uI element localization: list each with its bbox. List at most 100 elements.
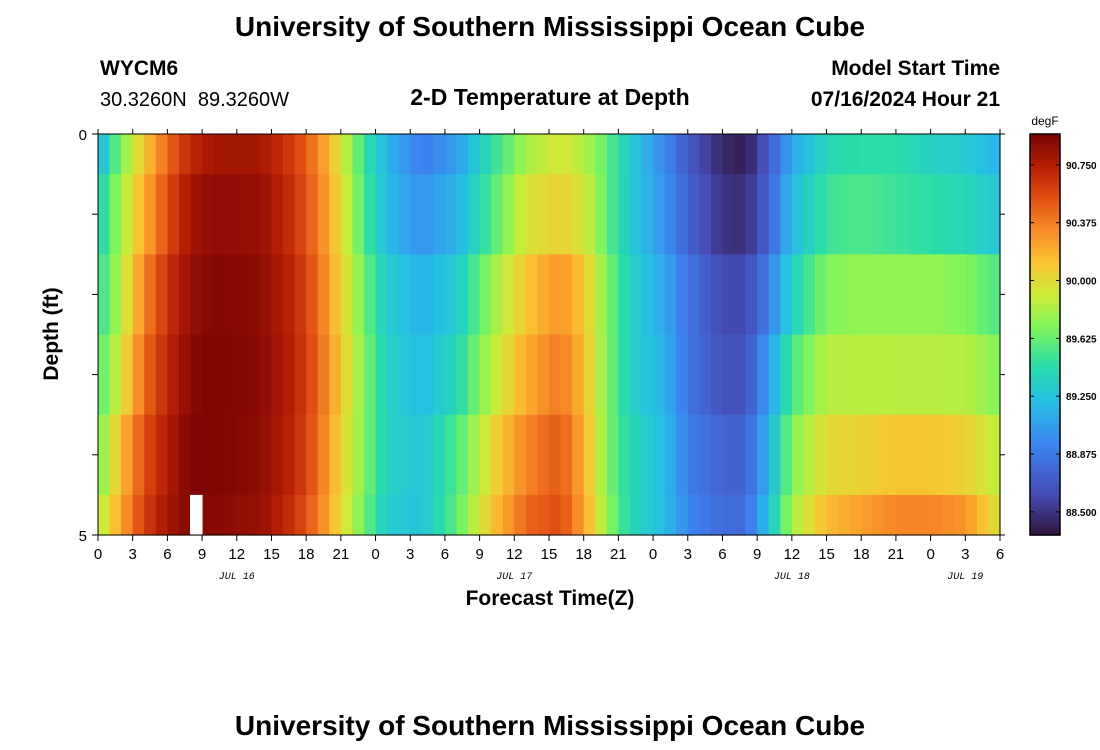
heatmap-cell: [872, 414, 885, 496]
heatmap-cell: [583, 494, 596, 536]
heatmap-cell: [583, 414, 596, 496]
colorbar-segment: [1030, 470, 1060, 474]
heatmap-cell: [768, 134, 781, 175]
colorbar-segment: [1030, 254, 1060, 257]
heatmap-cell: [560, 494, 573, 536]
heatmap-cell: [502, 414, 515, 496]
colorbar-segment: [1030, 482, 1060, 486]
colorbar-segment: [1030, 444, 1060, 448]
colorbar-segment: [1030, 292, 1060, 295]
colorbar-segment: [1030, 402, 1060, 406]
heatmap-cell: [178, 414, 192, 496]
heatmap-cell: [363, 254, 377, 336]
heatmap-cell: [803, 254, 816, 336]
heatmap-cell: [329, 334, 342, 416]
heatmap-cell: [895, 494, 909, 536]
colorbar-segment: [1030, 196, 1060, 199]
heatmap-cell: [572, 414, 585, 496]
heatmap-cell: [155, 334, 168, 416]
colorbar-segment: [1030, 284, 1060, 287]
heatmap-cell: [259, 494, 273, 536]
heatmap-cell: [757, 134, 770, 175]
colorbar-segment: [1030, 134, 1060, 137]
colorbar-tick-label: 88.500: [1066, 508, 1097, 519]
heatmap-cell: [444, 174, 458, 255]
colorbar-segment: [1030, 252, 1060, 255]
heatmap-cell: [329, 494, 342, 536]
x-tick-label: 21: [610, 546, 627, 563]
heatmap-cell: [121, 334, 134, 416]
heatmap-cell: [202, 334, 215, 416]
heatmap-cell: [549, 494, 562, 536]
x-tick-label: 9: [753, 546, 761, 563]
colorbar-segment: [1030, 274, 1060, 277]
colorbar-segment: [1030, 246, 1060, 249]
heatmap-cell: [942, 174, 955, 255]
heatmap-cell: [699, 174, 712, 255]
heatmap-cell: [791, 134, 805, 175]
heatmap-cell: [109, 174, 122, 255]
heatmap-cell: [780, 254, 793, 336]
heatmap-cell: [479, 254, 492, 336]
heatmap-cell: [421, 414, 434, 496]
heatmap-cell: [919, 334, 932, 416]
heatmap-cell: [433, 174, 446, 255]
colorbar-segment: [1030, 190, 1060, 193]
colorbar-segment: [1030, 144, 1060, 147]
heatmap-cell: [271, 174, 284, 255]
heatmap-cell: [976, 334, 990, 416]
x-axis-day-labels: JUL 16 JUL 17 JUL 18 JUL 19: [219, 572, 984, 583]
colorbar-segment: [1030, 490, 1060, 494]
heatmap-cell: [572, 494, 585, 536]
heatmap-cell: [375, 254, 388, 336]
heatmap-cell: [595, 414, 608, 496]
heatmap-cell: [421, 134, 434, 175]
heatmap-cell: [283, 174, 296, 255]
heatmap-cell: [375, 334, 388, 416]
heatmap-cell: [410, 174, 423, 255]
colorbar-segment: [1030, 492, 1060, 496]
colorbar-segment: [1030, 302, 1060, 306]
x-tick-label: 15: [541, 546, 558, 563]
heatmap-cell: [907, 334, 920, 416]
heatmap-cell: [98, 254, 111, 336]
colorbar-segment: [1030, 452, 1060, 456]
x-tick-label: 6: [996, 546, 1004, 563]
heatmap-cell: [572, 334, 585, 416]
heatmap-cell: [710, 174, 724, 255]
heatmap-cell: [317, 254, 330, 336]
heatmap-cell: [525, 134, 539, 175]
heatmap-cell: [259, 134, 273, 175]
heatmap-cell: [803, 414, 816, 496]
heatmap-cell: [572, 254, 585, 336]
colorbar-segment: [1030, 256, 1060, 259]
heatmap-cell: [826, 134, 839, 175]
colorbar-segment: [1030, 286, 1060, 289]
heatmap-cell: [468, 414, 481, 496]
colorbar-segment: [1030, 154, 1060, 157]
colorbar-segment: [1030, 468, 1060, 472]
heatmap-cell: [687, 334, 700, 416]
colorbar-segment: [1030, 396, 1060, 400]
heatmap-cell: [271, 414, 284, 496]
heatmap-cell: [340, 134, 354, 175]
colorbar-segment: [1030, 462, 1060, 466]
colorbar-segment: [1030, 156, 1060, 159]
heatmap-cell: [294, 134, 307, 175]
x-tick-label: 3: [129, 546, 137, 563]
heatmap-cell: [618, 174, 631, 255]
heatmap-cell: [190, 254, 203, 336]
heatmap-cell: [641, 494, 654, 536]
heatmap-cell: [132, 494, 145, 536]
heatmap-cell: [363, 174, 377, 255]
heatmap-cell: [433, 414, 446, 496]
heatmap-cell: [444, 334, 458, 416]
heatmap-cell: [132, 414, 145, 496]
heatmap-cell: [884, 414, 897, 496]
heatmap-cell: [976, 414, 990, 496]
heatmap-cell: [132, 334, 145, 416]
heatmap-cell: [676, 494, 689, 536]
x-tick-label: 18: [575, 546, 592, 563]
heatmap-cell: [387, 494, 400, 536]
colorbar-segment: [1030, 192, 1060, 195]
